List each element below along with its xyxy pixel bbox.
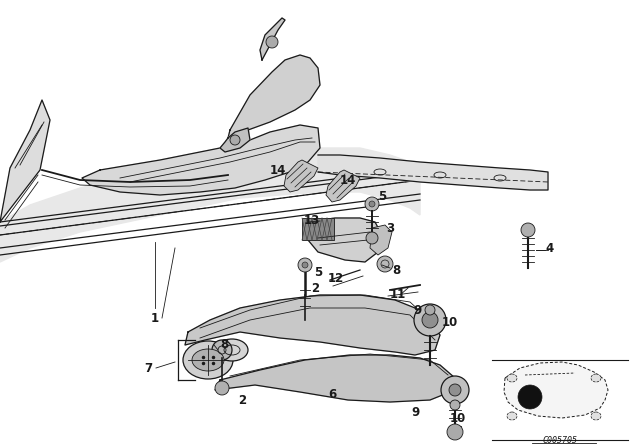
Polygon shape xyxy=(326,170,360,202)
Text: 14: 14 xyxy=(340,173,356,186)
Circle shape xyxy=(518,385,542,409)
Polygon shape xyxy=(82,125,320,195)
Text: 13: 13 xyxy=(304,214,320,227)
Polygon shape xyxy=(215,355,455,402)
Circle shape xyxy=(366,232,378,244)
Text: 1: 1 xyxy=(151,311,159,324)
Circle shape xyxy=(215,381,229,395)
Text: 8: 8 xyxy=(392,263,400,276)
Polygon shape xyxy=(185,295,440,355)
Polygon shape xyxy=(370,225,392,255)
Text: 12: 12 xyxy=(328,271,344,284)
Circle shape xyxy=(266,36,278,48)
Text: 9: 9 xyxy=(414,303,422,316)
Circle shape xyxy=(298,258,312,272)
Circle shape xyxy=(230,135,240,145)
Polygon shape xyxy=(318,155,548,190)
Text: 9: 9 xyxy=(411,405,419,418)
Polygon shape xyxy=(504,362,608,418)
Circle shape xyxy=(369,201,375,207)
Circle shape xyxy=(377,256,393,272)
Text: 11: 11 xyxy=(390,288,406,301)
Bar xyxy=(302,218,334,240)
Text: 14: 14 xyxy=(270,164,286,177)
Text: 5: 5 xyxy=(314,266,322,279)
Text: 7: 7 xyxy=(144,362,152,375)
Text: 4: 4 xyxy=(546,241,554,254)
Circle shape xyxy=(422,312,438,328)
Ellipse shape xyxy=(183,341,233,379)
Text: 2: 2 xyxy=(238,393,246,406)
Circle shape xyxy=(365,197,379,211)
Circle shape xyxy=(450,400,460,410)
Ellipse shape xyxy=(192,349,224,371)
Circle shape xyxy=(449,384,461,396)
Polygon shape xyxy=(284,160,318,192)
Text: 3: 3 xyxy=(386,221,394,234)
Circle shape xyxy=(302,262,308,268)
Text: 2: 2 xyxy=(311,281,319,294)
Polygon shape xyxy=(0,148,420,262)
Text: 8: 8 xyxy=(220,337,228,350)
Circle shape xyxy=(414,304,446,336)
Polygon shape xyxy=(225,55,320,148)
Text: 10: 10 xyxy=(442,315,458,328)
Circle shape xyxy=(447,424,463,440)
Ellipse shape xyxy=(507,412,517,420)
Ellipse shape xyxy=(507,374,517,382)
Polygon shape xyxy=(220,128,250,152)
Text: 5: 5 xyxy=(378,190,386,202)
Ellipse shape xyxy=(216,339,248,361)
Polygon shape xyxy=(308,218,382,262)
Polygon shape xyxy=(260,18,285,60)
Circle shape xyxy=(212,340,232,360)
Polygon shape xyxy=(0,100,50,222)
Circle shape xyxy=(425,305,435,315)
Text: C005705: C005705 xyxy=(543,436,577,445)
Ellipse shape xyxy=(591,374,601,382)
Circle shape xyxy=(441,376,469,404)
Ellipse shape xyxy=(591,412,601,420)
Text: 10: 10 xyxy=(450,412,466,425)
Text: 6: 6 xyxy=(328,388,336,401)
Circle shape xyxy=(521,223,535,237)
